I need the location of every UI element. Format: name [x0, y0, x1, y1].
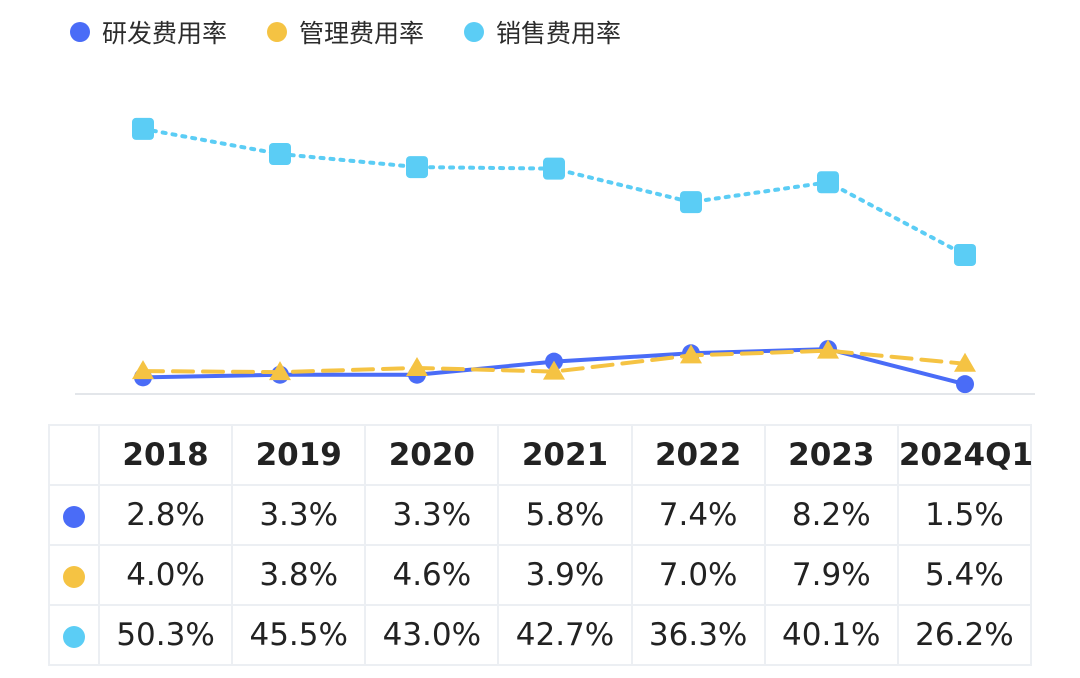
- sales-dot-icon: [63, 625, 85, 648]
- data-point: [817, 339, 839, 359]
- data-point: [680, 191, 702, 214]
- table-cell: 7.4%: [630, 484, 766, 546]
- table-cell: 5.8%: [497, 484, 633, 546]
- legend-item-rd[interactable]: 研发费用率: [70, 14, 227, 50]
- table-row-sales: 50.3% 45.5% 43.0% 42.7% 36.3% 40.1% 26.2…: [48, 604, 1033, 666]
- table-cell: 45.5%: [231, 604, 367, 666]
- line-chart: [75, 117, 1035, 395]
- table-cell: 3.3%: [231, 484, 367, 546]
- data-point: [817, 171, 839, 194]
- table-cell: 7.0%: [630, 544, 766, 606]
- table-header-cell: 2022: [630, 424, 766, 486]
- table-cell: 3.9%: [497, 544, 633, 606]
- table-cell: 36.3%: [630, 604, 766, 666]
- table-header-cell: 2018: [97, 424, 234, 486]
- table-cell: 40.1%: [763, 604, 899, 666]
- table-cell: 7.9%: [763, 544, 899, 606]
- table-header-row: 2018 2019 2020 2021 2022 2023 2024Q1: [48, 424, 1033, 486]
- table-row-admin: 4.0% 3.8% 4.6% 3.9% 7.0% 7.9% 5.4%: [48, 544, 1033, 606]
- table-header-cell: 2020: [364, 424, 500, 486]
- chart-legend: 研发费用率 管理费用率 销售费用率: [70, 14, 621, 50]
- table-row-marker: [48, 604, 100, 666]
- table-cell: 26.2%: [896, 604, 1033, 666]
- table-header-cell: 2024Q1: [896, 424, 1033, 486]
- data-point: [132, 117, 154, 140]
- data-point: [543, 360, 565, 380]
- table-cell: 43.0%: [364, 604, 500, 666]
- data-point: [406, 356, 428, 376]
- table-cell: 42.7%: [497, 604, 633, 666]
- legend-admin-dot-icon: [267, 22, 288, 42]
- table-cell: 3.3%: [364, 484, 500, 546]
- table-cell: 5.4%: [896, 544, 1033, 606]
- data-point: [132, 360, 154, 380]
- table-cell: 2.8%: [97, 484, 234, 546]
- table-corner-cell: [48, 424, 100, 486]
- table-header-cell: 2021: [497, 424, 633, 486]
- data-point: [543, 157, 565, 180]
- data-table: 2018 2019 2020 2021 2022 2023 2024Q1 2.8…: [48, 424, 1033, 666]
- data-point: [680, 344, 702, 364]
- data-point: [406, 156, 428, 179]
- table-header-cell: 2023: [763, 424, 899, 486]
- table-row-marker: [48, 544, 100, 606]
- table-cell: 4.6%: [364, 544, 500, 606]
- data-point: [269, 361, 291, 381]
- legend-rd-dot-icon: [70, 22, 90, 42]
- table-row-rd: 2.8% 3.3% 3.3% 5.8% 7.4% 8.2% 1.5%: [48, 484, 1033, 546]
- legend-item-admin[interactable]: 管理费用率: [267, 14, 424, 50]
- legend-rd-label: 研发费用率: [102, 19, 228, 48]
- data-point: [956, 375, 974, 394]
- legend-item-sales[interactable]: 销售费用率: [464, 14, 621, 50]
- series-line-2: [141, 126, 967, 257]
- rd-dot-icon: [63, 505, 85, 528]
- table-cell: 4.0%: [97, 544, 234, 606]
- table-cell: 8.2%: [763, 484, 899, 546]
- legend-sales-dot-icon: [464, 22, 485, 42]
- data-point: [954, 352, 976, 372]
- table-header-cell: 2019: [231, 424, 367, 486]
- legend-admin-label: 管理费用率: [299, 19, 425, 48]
- table-cell: 3.8%: [231, 544, 367, 606]
- legend-sales-label: 销售费用率: [496, 19, 622, 48]
- admin-dot-icon: [63, 565, 85, 588]
- data-point: [269, 143, 291, 165]
- data-point: [954, 243, 976, 266]
- table-row-marker: [48, 484, 100, 546]
- table-cell: 50.3%: [97, 604, 234, 666]
- table-cell: 1.5%: [896, 484, 1033, 546]
